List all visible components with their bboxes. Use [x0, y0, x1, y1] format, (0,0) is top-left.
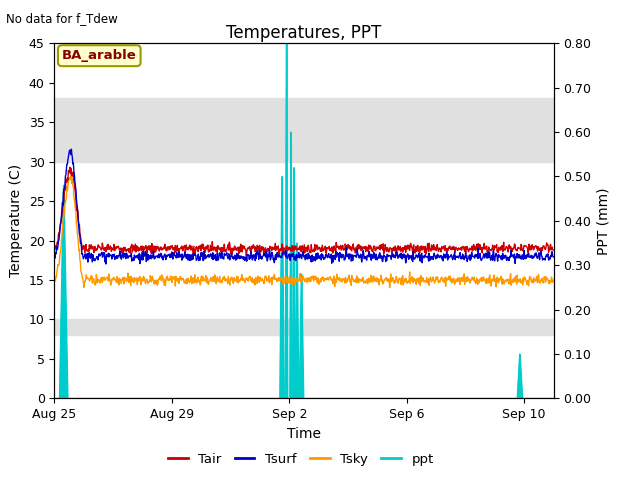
Y-axis label: Temperature (C): Temperature (C) [9, 164, 23, 277]
Y-axis label: PPT (mm): PPT (mm) [597, 187, 611, 254]
Tsurf [102, 261, 109, 267]
Tair [66, 164, 74, 170]
Tsurf [271, 252, 279, 258]
Tair [243, 253, 250, 259]
Tsky [51, 277, 58, 283]
Line: Tsurf: Tsurf [54, 149, 554, 264]
Tsurf [550, 254, 557, 260]
Line: Tair: Tair [54, 167, 554, 256]
Tair [102, 249, 109, 255]
Tsky [450, 275, 458, 281]
Tsurf [441, 253, 449, 259]
Tair [441, 248, 449, 253]
Tsurf [394, 255, 402, 261]
Tsky [102, 276, 109, 281]
Tsurf [450, 252, 458, 258]
Text: BA_arable: BA_arable [62, 49, 136, 62]
Tsurf [253, 249, 261, 255]
Legend: Tair, Tsurf, Tsky, ppt: Tair, Tsurf, Tsky, ppt [163, 447, 439, 471]
Bar [54, 98, 554, 162]
Tsky [394, 280, 402, 286]
Tsurf [68, 146, 76, 152]
Line: Tsky: Tsky [54, 176, 554, 288]
Tair [51, 241, 58, 247]
Tsky [386, 285, 394, 290]
Tsurf [51, 252, 58, 257]
Tsky [441, 279, 449, 285]
Tair [550, 247, 557, 253]
Tsurf [102, 252, 110, 257]
Tair [394, 243, 402, 249]
Tsky [271, 276, 278, 282]
Tair [450, 243, 458, 249]
Bar [54, 320, 554, 335]
Title: Temperatures, PPT: Temperatures, PPT [227, 24, 381, 42]
Tair [253, 242, 261, 248]
Tsky [253, 277, 260, 283]
Text: No data for f_Tdew: No data for f_Tdew [6, 12, 118, 25]
Tsky [67, 173, 75, 179]
X-axis label: Time: Time [287, 427, 321, 441]
Tair [271, 240, 279, 246]
Tsky [550, 277, 557, 283]
